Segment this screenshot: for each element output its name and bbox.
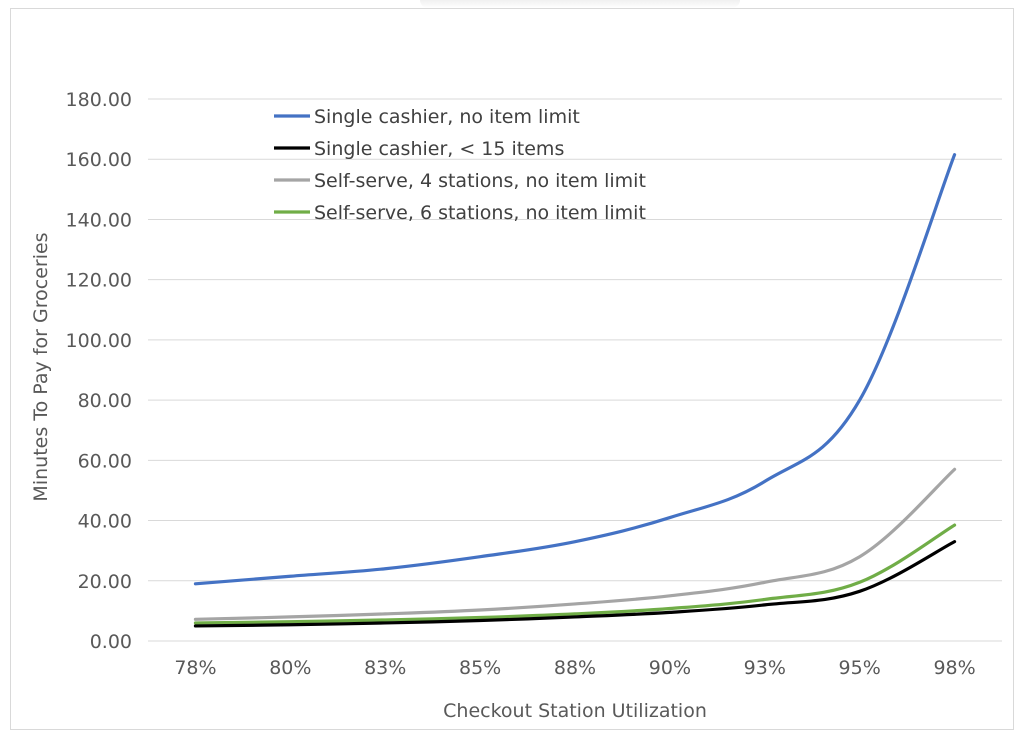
series-line-1	[193, 153, 957, 586]
y-tick-label: 60.00	[78, 450, 132, 472]
y-tick-label: 180.00	[66, 89, 132, 111]
x-tick-label: 88%	[554, 657, 596, 679]
x-tick-label: 83%	[364, 657, 406, 679]
x-tick-label: 95%	[839, 657, 881, 679]
y-tick-label: 160.00	[66, 149, 132, 171]
y-axis-title: Minutes To Pay for Groceries	[30, 232, 52, 501]
gridlines	[148, 98, 1002, 642]
y-tick-label: 80.00	[78, 390, 132, 412]
y-tick-label: 0.00	[90, 631, 132, 653]
series-line-3	[193, 467, 957, 621]
x-tick-label: 90%	[649, 657, 691, 679]
legend-label: Single cashier, < 15 items	[314, 138, 564, 160]
y-tick-label: 100.00	[66, 330, 132, 352]
x-tick-label: 85%	[459, 657, 501, 679]
legend-label: Self-serve, 4 stations, no item limit	[314, 170, 646, 192]
y-tick-label: 20.00	[78, 571, 132, 593]
x-axis-title: Checkout Station Utilization	[443, 700, 707, 722]
x-tick-label: 98%	[933, 657, 975, 679]
y-tick-label: 120.00	[66, 270, 132, 292]
series-line-2	[193, 540, 957, 628]
legend-label: Self-serve, 6 stations, no item limit	[314, 202, 646, 224]
x-tick-label: 80%	[269, 657, 311, 679]
x-axis-tick-labels: 78% 80% 83% 85% 88% 90% 93% 95% 98%	[174, 657, 975, 679]
top-shadow	[420, 0, 740, 8]
y-axis-tick-labels: 0.00 20.00 40.00 60.00 80.00 100.00 120.00 140.…	[66, 89, 132, 653]
series-lines	[193, 153, 957, 628]
legend-label: Single cashier, no item limit	[314, 106, 580, 128]
x-tick-label: 93%	[744, 657, 786, 679]
legend-item: Self-serve, 6 stations, no item limit	[274, 202, 646, 224]
y-tick-label: 140.00	[66, 209, 132, 231]
series-line-4	[193, 523, 957, 625]
x-tick-label: 78%	[174, 657, 216, 679]
legend-item: Single cashier, no item limit	[274, 106, 580, 128]
legend-item: Self-serve, 4 stations, no item limit	[274, 170, 646, 192]
legend-item: Single cashier, < 15 items	[274, 138, 564, 160]
legend: Single cashier, no item limit Single cash…	[274, 106, 646, 224]
y-tick-label: 40.00	[78, 511, 132, 533]
